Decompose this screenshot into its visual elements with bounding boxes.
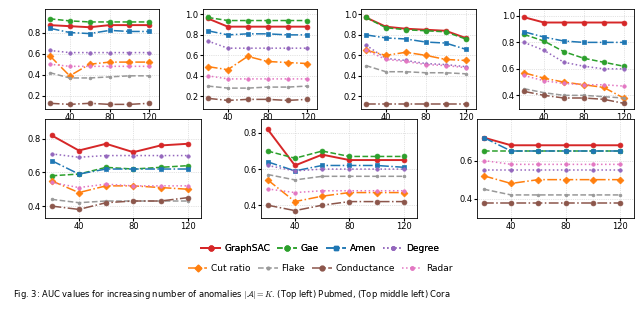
Legend: GraphSAC, Gae, Amen, Degree: GraphSAC, Gae, Amen, Degree xyxy=(197,240,443,256)
Legend: Cut ratio, Flake, Conductance, Radar: Cut ratio, Flake, Conductance, Radar xyxy=(184,260,456,277)
Text: Fig. 3: AUC values for increasing number of anomalies $|\mathcal{A}| = K$. (Top : Fig. 3: AUC values for increasing number… xyxy=(13,288,451,301)
